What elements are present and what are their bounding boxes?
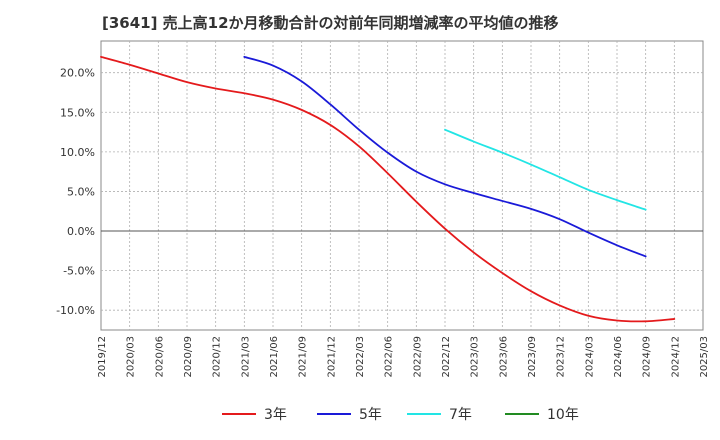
x-tick-label: 2023/03 — [470, 336, 481, 378]
x-tick-label: 2024/12 — [670, 336, 681, 378]
x-tick-label: 2022/03 — [355, 336, 366, 378]
x-tick-label: 2021/09 — [298, 336, 309, 378]
x-tick-label: 2021/03 — [240, 336, 251, 378]
legend-label-2: 5年 — [359, 407, 382, 423]
plot-area — [100, 40, 704, 331]
y-axis-ticks: 20.0% 15.0% 10.0% 5.0% 0.0% -5.0% -10.0% — [56, 67, 95, 318]
x-tick-label: 2024/06 — [613, 336, 624, 378]
series-layer — [100, 55, 676, 323]
x-tick-label: 2019/12 — [97, 336, 108, 378]
x-axis-ticks: 2019/12 2020/03 2020/06 2020/09 2020/12 2021/… — [97, 336, 710, 378]
x-tick-label: 2020/12 — [212, 336, 223, 378]
x-tick-label: 2021/06 — [269, 336, 280, 378]
y-tick-label: -5.0% — [63, 265, 95, 278]
legend-label-3: 7年 — [449, 407, 472, 423]
series-line-2 — [243, 55, 647, 258]
series-line-1 — [100, 55, 676, 323]
x-tick-label: 2024/03 — [584, 336, 595, 378]
series-line-3 — [444, 128, 647, 211]
x-tick-label: 2022/09 — [412, 336, 423, 378]
chart-title: [3641] 売上高12か月移動合計の対前年同期増減率の平均値の推移 — [102, 14, 559, 32]
legend-label-4: 10年 — [547, 407, 579, 423]
grid-lines — [101, 41, 703, 330]
x-tick-label: 2020/09 — [183, 336, 194, 378]
y-tick-label: 10.0% — [60, 146, 95, 159]
x-tick-label: 2022/12 — [441, 336, 452, 378]
legend-label-1: 3年 — [264, 407, 287, 423]
x-tick-label: 2020/06 — [154, 336, 165, 378]
y-tick-label: 5.0% — [67, 185, 95, 198]
y-tick-label: 20.0% — [60, 67, 95, 80]
x-tick-label: 2025/03 — [699, 336, 710, 378]
x-tick-label: 2024/09 — [642, 336, 653, 378]
y-tick-label: -10.0% — [56, 304, 95, 317]
x-tick-label: 2020/03 — [126, 336, 137, 378]
y-tick-label: 0.0% — [67, 225, 95, 238]
x-tick-label: 2023/12 — [556, 336, 567, 378]
x-tick-label: 2023/09 — [527, 336, 538, 378]
y-tick-label: 15.0% — [60, 106, 95, 119]
legend: 3年 5年 7年 10年 — [222, 407, 579, 423]
x-tick-label: 2023/06 — [498, 336, 509, 378]
x-tick-label: 2021/12 — [326, 336, 337, 378]
x-tick-label: 2022/06 — [384, 336, 395, 378]
